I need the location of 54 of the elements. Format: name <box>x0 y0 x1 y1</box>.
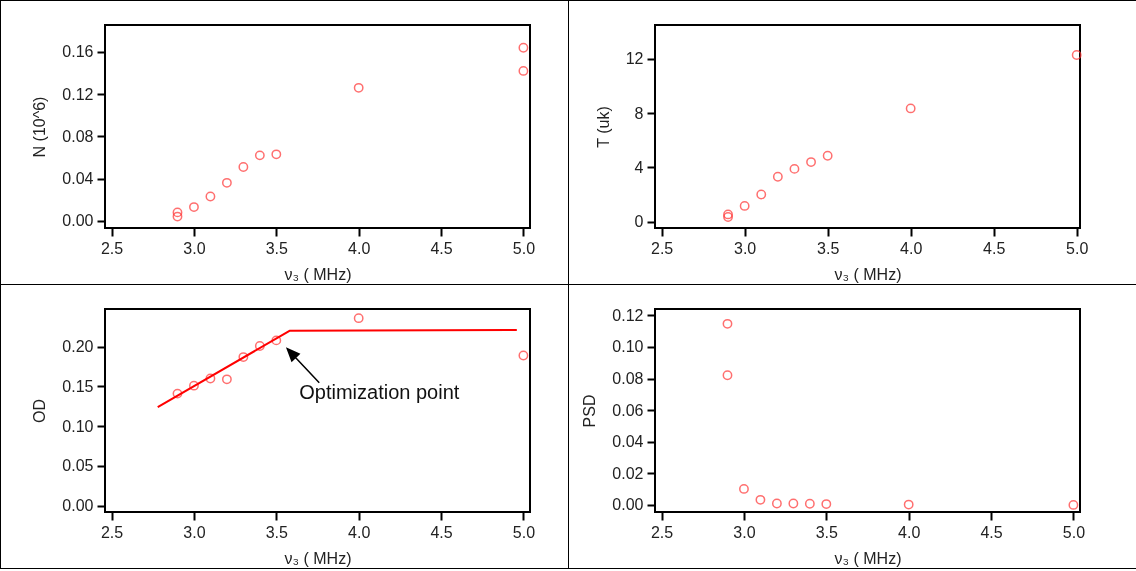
annotation: Optimization point <box>299 380 460 403</box>
y-tick-label: 0.15 <box>62 377 94 395</box>
x-tick-label: 3.5 <box>265 239 289 257</box>
x-tick-label: 4.5 <box>983 239 1006 257</box>
x-tick-label: 2.5 <box>100 239 124 257</box>
y-tick-label: 0.16 <box>62 43 94 61</box>
x-tick-label: 4.0 <box>348 523 371 541</box>
x-tick-label: 3.5 <box>815 523 839 541</box>
y-tick-label: 0.00 <box>62 212 94 230</box>
x-tick-label: 5.0 <box>512 239 536 257</box>
y-axis-title: N (10^6) <box>31 96 49 158</box>
y-tick-label: 4 <box>634 158 644 176</box>
x-tick-label: 3.0 <box>734 239 757 257</box>
x-tick-label: 2.5 <box>650 523 674 541</box>
x-tick-label: 2.5 <box>100 523 124 541</box>
x-tick-label: 3.5 <box>265 523 289 541</box>
x-tick-label: 3.5 <box>817 239 840 257</box>
x-axis-title: ν₃ ( MHz) <box>834 549 902 567</box>
y-tick-label: 12 <box>625 50 644 68</box>
x-tick-label: 5.0 <box>1066 239 1089 257</box>
y-axis-title: OD <box>31 399 49 423</box>
y-tick-label: 0.04 <box>612 433 644 451</box>
y-tick-label: 0.20 <box>62 338 94 356</box>
y-tick-label: 0.12 <box>62 85 94 103</box>
x-tick-label: 5.0 <box>1062 523 1086 541</box>
y-tick-label: 0.10 <box>62 417 94 435</box>
x-tick-label: 2.5 <box>651 239 674 257</box>
x-tick-label: 3.0 <box>183 239 206 257</box>
y-axis-title: PSD <box>581 394 599 428</box>
x-tick-label: 4.0 <box>900 239 923 257</box>
y-tick-label: 0 <box>634 213 644 231</box>
x-tick-label: 4.5 <box>980 523 1003 541</box>
x-tick-label: 5.0 <box>512 523 536 541</box>
y-tick-label: 0.02 <box>612 464 644 482</box>
x-tick-label: 3.0 <box>183 523 206 541</box>
x-tick-label: 4.5 <box>430 239 453 257</box>
y-tick-label: 0.10 <box>612 338 644 356</box>
y-tick-label: 0.00 <box>62 497 94 515</box>
y-tick-label: 0.04 <box>62 170 94 188</box>
x-tick-label: 4.0 <box>898 523 921 541</box>
y-tick-label: 0.06 <box>612 401 644 419</box>
y-tick-label: 0.12 <box>612 306 644 324</box>
y-tick-label: 0.08 <box>612 370 644 388</box>
x-axis-title: ν₃ ( MHz) <box>284 549 352 567</box>
y-axis-title: T (uk) <box>594 106 612 148</box>
x-axis-title: ν₃ ( MHz) <box>284 265 352 283</box>
y-tick-label: 0.00 <box>612 496 644 514</box>
y-tick-label: 0.05 <box>62 457 94 475</box>
y-tick-label: 8 <box>634 104 644 122</box>
x-tick-label: 3.0 <box>733 523 756 541</box>
x-axis-title: ν₃ ( MHz) <box>834 265 902 283</box>
y-tick-label: 0.08 <box>62 127 94 145</box>
x-tick-label: 4.5 <box>430 523 453 541</box>
x-tick-label: 4.0 <box>348 239 371 257</box>
